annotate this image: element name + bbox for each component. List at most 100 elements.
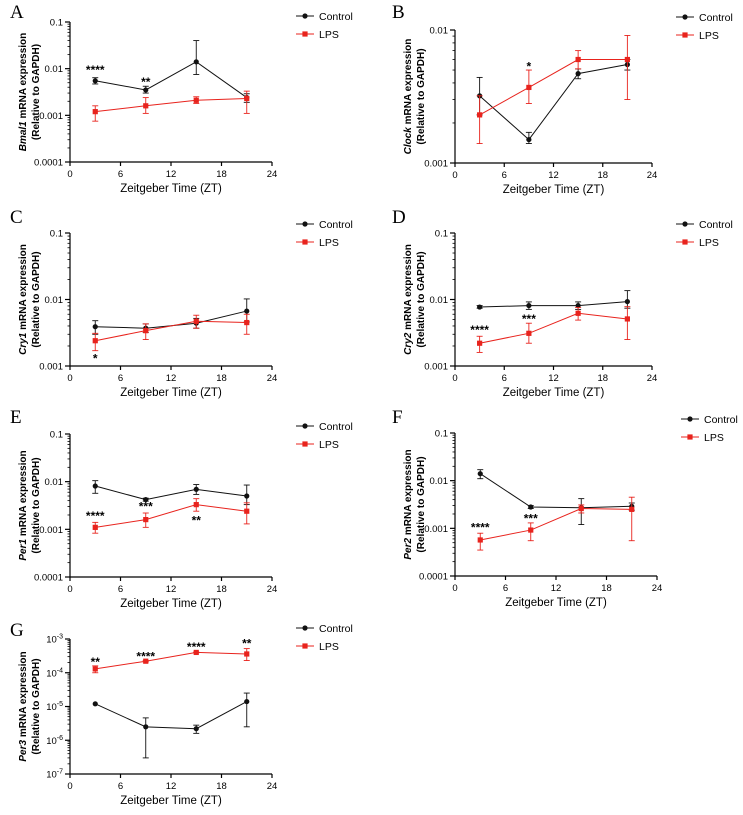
point-control	[528, 504, 534, 510]
point-lps	[193, 97, 199, 103]
legend-label: Control	[319, 219, 353, 231]
point-lps	[92, 338, 98, 344]
significance-marker: **	[242, 637, 252, 651]
significance-marker: ***	[522, 312, 536, 326]
x-tick-label: 6	[118, 781, 123, 792]
legend-label: LPS	[319, 439, 339, 451]
point-control	[477, 471, 483, 477]
panel-letter: G	[10, 620, 24, 641]
x-tick-label: 18	[216, 781, 227, 792]
legend-label: LPS	[704, 432, 724, 444]
y-tick-label: 0.1	[50, 229, 63, 240]
point-lps	[244, 319, 250, 326]
y-axis-label-text: mRNA expression	[403, 244, 414, 333]
legend-label: Control	[319, 11, 353, 23]
y-axis-label-unit: (Relative to GAPDH)	[31, 251, 42, 347]
point-lps	[193, 649, 199, 656]
legend-label: Control	[699, 219, 733, 231]
point-control	[244, 308, 250, 314]
significance-marker: **	[141, 75, 151, 89]
legend-marker	[682, 14, 688, 20]
y-axis-label-unit: (Relative to GAPDH)	[416, 456, 427, 552]
legend-label: LPS	[319, 29, 339, 41]
legend-item-control: Control	[676, 219, 733, 231]
x-tick-label: 18	[216, 373, 227, 384]
y-tick-base: 10	[46, 770, 57, 781]
y-tick-base: 10	[46, 702, 57, 713]
point-lps	[578, 505, 584, 512]
y-tick-label: 0.001	[39, 525, 63, 536]
y-tick-label: 0.01	[430, 476, 449, 487]
x-tick-label: 12	[166, 584, 177, 595]
point-control	[526, 302, 532, 309]
point-lps	[526, 330, 532, 336]
y-tick-exponent: -7	[57, 769, 63, 776]
y-tick-label: 0.1	[50, 18, 63, 29]
y-tick-label: 10-6	[46, 735, 63, 747]
y-tick-label: 0.001	[424, 159, 448, 170]
legend-marker	[302, 31, 308, 37]
x-tick-label: 24	[647, 373, 658, 384]
y-tick-base: 10	[46, 668, 57, 679]
legend-item-control: Control	[296, 11, 353, 23]
x-axis-label: Zeitgeber Time (ZT)	[120, 795, 222, 807]
legend-label: LPS	[319, 237, 339, 249]
legend-marker	[302, 239, 308, 245]
point-lps	[143, 328, 149, 334]
point-control	[575, 71, 581, 77]
y-tick-label: 10-3	[46, 634, 63, 646]
point-control	[92, 701, 98, 707]
y-tick-label: 0.0001	[34, 573, 63, 584]
x-tick-label: 0	[67, 373, 72, 384]
y-tick-label: 0.1	[435, 229, 448, 240]
significance-marker: ****	[136, 649, 155, 663]
y-tick-label: 0.1	[435, 429, 448, 440]
x-tick-label: 12	[548, 170, 559, 181]
y-axis-label-gene: Clock	[403, 127, 414, 155]
x-tick-label: 18	[216, 169, 227, 180]
panel-letter: D	[392, 207, 406, 228]
point-control	[143, 724, 149, 730]
point-lps	[575, 56, 581, 63]
x-tick-label: 6	[503, 583, 508, 594]
series-line-lps	[480, 508, 632, 541]
y-axis-label-text: mRNA expression	[18, 244, 29, 333]
legend-label: Control	[319, 623, 353, 635]
legend-marker	[302, 13, 308, 19]
x-tick-label: 0	[452, 373, 457, 384]
x-tick-label: 24	[267, 169, 278, 180]
significance-marker: ***	[524, 511, 538, 525]
point-control	[477, 304, 483, 310]
y-axis-label-unit: (Relative to GAPDH)	[31, 44, 42, 140]
y-tick-label: 0.0001	[419, 572, 448, 583]
panel-c: C 0 6 12 18 24 0.001 0.01 0.1 Zeitgeber Time (ZT)…	[10, 207, 353, 399]
y-axis-label-gene: Cry1	[18, 332, 29, 355]
panel-letter: C	[10, 207, 23, 228]
point-control	[244, 698, 250, 705]
legend-marker	[302, 441, 308, 447]
point-lps	[477, 340, 483, 346]
panel-letter: A	[10, 2, 24, 23]
y-tick-label: 10-4	[46, 667, 63, 679]
y-tick-label: 0.001	[39, 362, 63, 373]
panel-e: E 0 6 12 18 24 0.0001 0.001 0.01 0.1 Zeitgeber Tim…	[10, 407, 353, 610]
series-line-control	[479, 473, 632, 509]
legend-marker	[682, 239, 688, 245]
point-lps	[629, 506, 635, 512]
y-tick-label: 0.01	[430, 295, 449, 306]
legend-marker	[682, 32, 688, 38]
x-tick-label: 18	[597, 373, 608, 384]
legend-item-lps: LPS	[296, 237, 339, 249]
point-lps	[244, 651, 250, 657]
point-lps	[575, 310, 581, 316]
point-lps	[526, 84, 532, 91]
point-control	[193, 726, 199, 732]
x-tick-label: 0	[67, 781, 72, 792]
series-line-control	[479, 64, 628, 141]
point-lps	[193, 318, 199, 324]
point-lps	[244, 508, 250, 514]
x-tick-label: 0	[452, 170, 457, 181]
x-tick-label: 6	[118, 584, 123, 595]
legend-label: LPS	[699, 30, 719, 42]
